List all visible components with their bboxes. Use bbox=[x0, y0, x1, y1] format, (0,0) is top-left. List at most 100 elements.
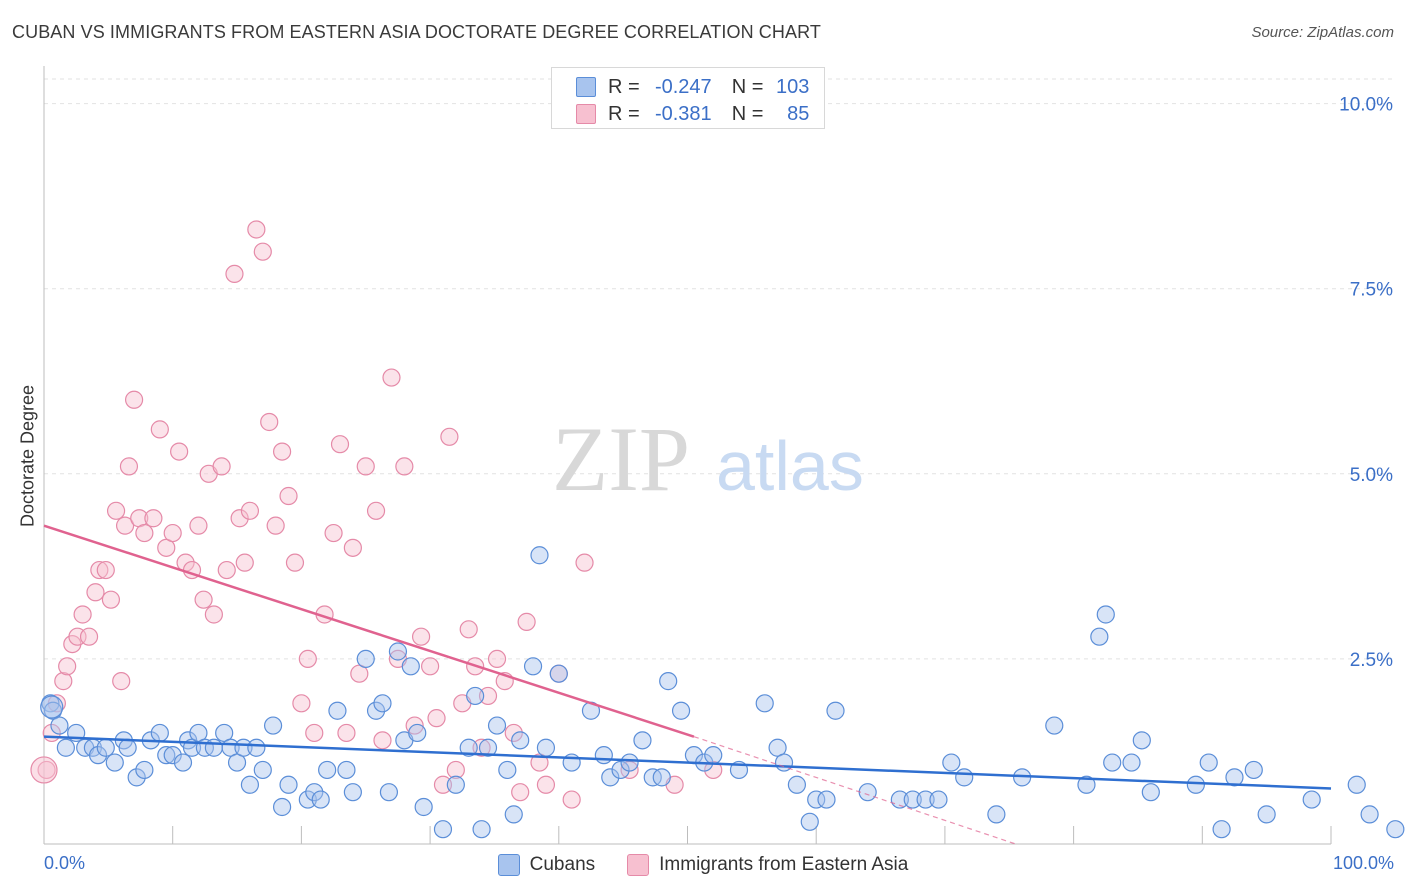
immigrants-point bbox=[472, 738, 491, 757]
cubans-point bbox=[890, 790, 909, 809]
cubans-point bbox=[50, 716, 69, 735]
cubans-point bbox=[955, 768, 974, 787]
legend-item-immigrants[interactable]: Immigrants from Eastern Asia bbox=[627, 854, 908, 876]
grid-lines bbox=[44, 78, 1392, 660]
cubans-point bbox=[1212, 820, 1231, 839]
legend-row-immigrants: R = -0.381 N = 85 bbox=[576, 103, 809, 125]
cubans-point bbox=[1045, 716, 1064, 735]
legend-swatch-cubans bbox=[576, 77, 596, 97]
cubans-point bbox=[401, 657, 420, 676]
legend-n-label: N = bbox=[731, 102, 764, 125]
immigrants-point bbox=[194, 590, 213, 609]
cubans-point bbox=[498, 760, 517, 780]
immigrants-point bbox=[343, 538, 362, 557]
immigrants-point bbox=[421, 657, 440, 676]
immigrants-point bbox=[115, 516, 135, 535]
cubans-point bbox=[549, 664, 568, 683]
immigrants-point bbox=[366, 501, 386, 520]
immigrants-point bbox=[382, 368, 401, 387]
immigrants-point bbox=[247, 220, 266, 239]
immigrants-point bbox=[119, 457, 139, 476]
immigrants-point bbox=[562, 790, 581, 809]
x-tick-label-min: 0.0% bbox=[44, 853, 86, 873]
cubans-point bbox=[1090, 627, 1109, 646]
immigrants-point bbox=[144, 509, 163, 528]
cubans-point bbox=[366, 701, 386, 720]
cubans-point bbox=[105, 753, 124, 772]
cubans-point bbox=[817, 790, 836, 809]
immigrants-point bbox=[405, 716, 424, 735]
cubans-point bbox=[204, 738, 223, 757]
watermark-atlas: atlas bbox=[716, 427, 864, 505]
cubans-point bbox=[504, 805, 523, 824]
cubans-point bbox=[1186, 775, 1205, 794]
cubans-point bbox=[1360, 805, 1379, 824]
immigrants-point bbox=[54, 672, 73, 691]
cubans-point bbox=[1347, 775, 1366, 794]
y-tick-labels: 2.5% 5.0% 7.5% 10.0% bbox=[1339, 95, 1393, 671]
immigrants-point bbox=[266, 516, 285, 535]
immigrants-point bbox=[356, 457, 375, 476]
immigrants-point bbox=[517, 612, 536, 631]
cubans-point bbox=[929, 790, 948, 809]
immigrants-point bbox=[511, 783, 530, 802]
immigrants-point bbox=[170, 442, 189, 461]
cubans-point bbox=[807, 790, 826, 809]
cubans-point bbox=[1225, 768, 1244, 787]
immigrants-point bbox=[112, 672, 131, 691]
cubans-point bbox=[478, 738, 498, 757]
cubans-point bbox=[620, 753, 639, 772]
cubans-point bbox=[337, 760, 356, 780]
legend-label-immigrants: Immigrants from Eastern Asia bbox=[659, 854, 909, 875]
cubans-point bbox=[1302, 790, 1321, 809]
immigrants-point bbox=[73, 605, 92, 624]
immigrants-point bbox=[373, 731, 392, 750]
cubans-point bbox=[787, 775, 806, 794]
cubans-point bbox=[659, 672, 678, 691]
immigrants-point bbox=[411, 627, 431, 646]
cubans-point bbox=[263, 716, 283, 735]
series-immigrants-points bbox=[30, 220, 723, 809]
cubans-point bbox=[414, 797, 433, 817]
cubans-point bbox=[1077, 775, 1096, 794]
correlation-legend: R = -0.247 N = 103 R = -0.381 N = 85 bbox=[551, 67, 825, 129]
cubans-point bbox=[671, 701, 691, 720]
immigrants-point bbox=[272, 442, 292, 461]
cubans-point bbox=[704, 746, 723, 765]
immigrants-point bbox=[459, 620, 478, 639]
legend-n-value-cubans: 103 bbox=[776, 75, 810, 98]
cubans-point bbox=[1103, 753, 1122, 772]
chart-title: CUBAN VS IMMIGRANTS FROM EASTERN ASIA DO… bbox=[12, 22, 821, 42]
legend-item-cubans[interactable]: Cubans bbox=[497, 854, 595, 876]
cubans-point bbox=[135, 760, 154, 780]
cubans-point bbox=[343, 783, 362, 802]
cubans-point bbox=[96, 738, 115, 757]
immigrants-point bbox=[106, 501, 126, 520]
cubans-point bbox=[826, 701, 845, 720]
cubans-point bbox=[433, 820, 453, 839]
legend-r-value-immigrants: -0.381 bbox=[654, 102, 712, 125]
trend-line-cubans bbox=[43, 735, 1332, 790]
immigrants-point bbox=[230, 509, 249, 528]
immigrants-point bbox=[487, 649, 507, 669]
watermark-zip: ZIP bbox=[552, 408, 690, 510]
immigrants-point bbox=[536, 775, 556, 794]
cubans-point bbox=[755, 694, 774, 713]
immigrants-point bbox=[90, 560, 109, 580]
cubans-point bbox=[56, 738, 75, 757]
immigrants-point bbox=[298, 649, 317, 669]
cubans-point bbox=[633, 731, 652, 750]
legend-row-cubans: R = -0.247 N = 103 bbox=[576, 76, 809, 98]
immigrants-point bbox=[478, 686, 498, 706]
cubans-point bbox=[173, 753, 193, 772]
cubans-point bbox=[163, 746, 182, 765]
cubans-point bbox=[279, 775, 298, 794]
y-axis-label: Doctorate Degree bbox=[17, 384, 38, 528]
cubans-point bbox=[466, 686, 485, 706]
immigrants-point bbox=[279, 486, 298, 506]
cubans-point bbox=[601, 768, 620, 787]
cubans-point bbox=[511, 731, 530, 750]
trend-line-immigrants bbox=[43, 524, 695, 738]
immigrants-point bbox=[440, 427, 459, 446]
cubans-point bbox=[311, 790, 330, 809]
